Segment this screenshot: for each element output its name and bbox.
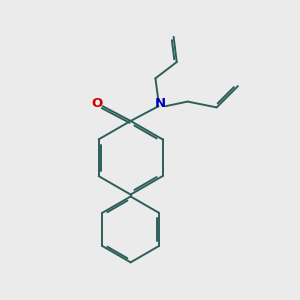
- Text: O: O: [91, 97, 102, 110]
- Text: N: N: [154, 98, 166, 110]
